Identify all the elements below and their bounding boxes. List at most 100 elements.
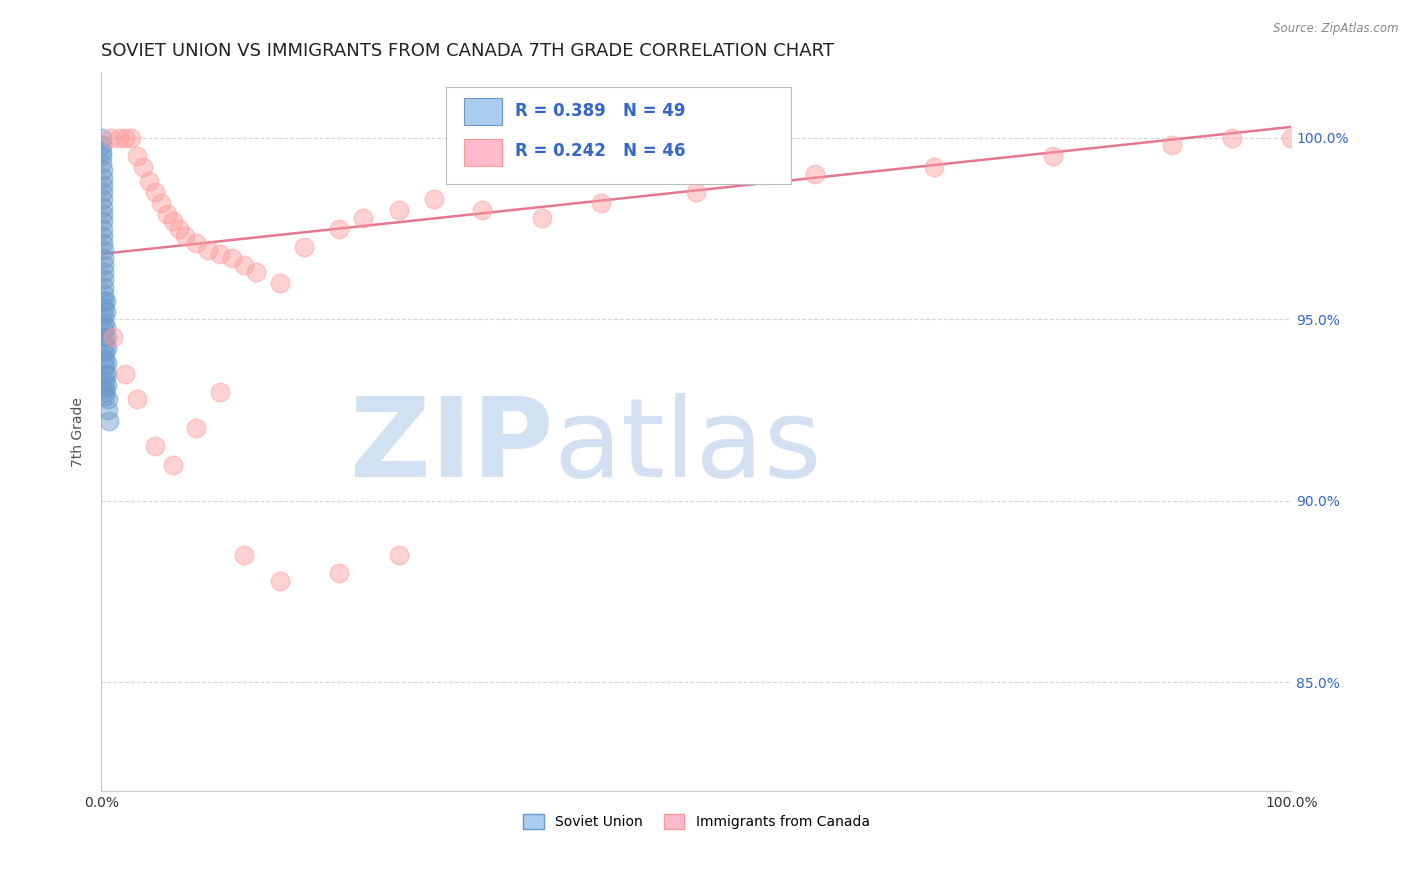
Point xyxy=(91,186,114,200)
Point xyxy=(292,240,315,254)
Point xyxy=(93,244,115,258)
Point xyxy=(94,367,117,381)
Point xyxy=(233,549,256,563)
Point xyxy=(96,330,118,344)
Text: R = 0.389   N = 49: R = 0.389 N = 49 xyxy=(516,102,686,120)
Point xyxy=(91,178,114,192)
Point xyxy=(589,196,612,211)
Bar xyxy=(464,97,502,125)
Point xyxy=(125,392,148,407)
Point xyxy=(108,130,131,145)
Point xyxy=(94,359,117,374)
Point xyxy=(328,566,350,581)
Point xyxy=(471,203,494,218)
Point xyxy=(93,294,115,309)
Point xyxy=(97,392,120,407)
Point xyxy=(91,130,114,145)
Text: SOVIET UNION VS IMMIGRANTS FROM CANADA 7TH GRADE CORRELATION CHART: SOVIET UNION VS IMMIGRANTS FROM CANADA 7… xyxy=(101,42,834,60)
Point xyxy=(1279,130,1302,145)
Point xyxy=(94,337,117,351)
Point xyxy=(269,574,291,588)
Point xyxy=(94,330,117,344)
Point xyxy=(91,163,114,178)
Point xyxy=(91,145,114,160)
Point xyxy=(94,381,117,395)
Point xyxy=(91,193,114,207)
Point xyxy=(93,272,115,286)
Point xyxy=(91,170,114,185)
Point xyxy=(149,196,172,211)
FancyBboxPatch shape xyxy=(446,87,792,184)
Text: Source: ZipAtlas.com: Source: ZipAtlas.com xyxy=(1274,22,1399,36)
Point xyxy=(924,160,946,174)
Point xyxy=(91,235,114,250)
Point xyxy=(162,458,184,472)
Point xyxy=(93,309,115,323)
Point xyxy=(91,149,114,163)
Point xyxy=(96,342,118,356)
Point xyxy=(93,301,115,316)
Point xyxy=(685,186,707,200)
Point xyxy=(91,138,114,153)
Point xyxy=(352,211,374,225)
Point xyxy=(245,265,267,279)
Point xyxy=(388,549,411,563)
Point xyxy=(97,414,120,428)
Point xyxy=(328,221,350,235)
Point xyxy=(269,276,291,290)
Point xyxy=(125,149,148,163)
Point xyxy=(530,211,553,225)
Point xyxy=(91,228,114,243)
Point xyxy=(388,203,411,218)
Point xyxy=(114,367,136,381)
Point xyxy=(100,130,122,145)
Point xyxy=(96,356,118,370)
Point xyxy=(94,352,117,367)
Text: atlas: atlas xyxy=(554,392,823,500)
Point xyxy=(221,251,243,265)
Point xyxy=(91,156,114,170)
Point xyxy=(94,345,117,359)
Point xyxy=(120,130,142,145)
Point xyxy=(93,251,115,265)
Legend: Soviet Union, Immigrants from Canada: Soviet Union, Immigrants from Canada xyxy=(517,809,875,835)
Point xyxy=(804,167,827,181)
Point xyxy=(233,258,256,272)
Point xyxy=(209,384,232,399)
Point xyxy=(138,174,160,188)
Point xyxy=(167,221,190,235)
Point xyxy=(94,374,117,388)
Point xyxy=(94,384,117,399)
Point xyxy=(93,265,115,279)
Point xyxy=(143,186,166,200)
Point xyxy=(197,244,219,258)
Point xyxy=(156,207,179,221)
Point xyxy=(96,367,118,381)
Point xyxy=(1042,149,1064,163)
Point xyxy=(97,403,120,417)
Point xyxy=(1220,130,1243,145)
Point xyxy=(94,305,117,319)
Bar xyxy=(464,138,502,166)
Point xyxy=(114,130,136,145)
Point xyxy=(91,214,114,228)
Y-axis label: 7th Grade: 7th Grade xyxy=(72,397,86,467)
Point xyxy=(162,214,184,228)
Point xyxy=(423,193,446,207)
Point xyxy=(1161,138,1184,153)
Point xyxy=(101,330,124,344)
Point xyxy=(94,388,117,402)
Point xyxy=(91,207,114,221)
Point xyxy=(93,279,115,293)
Point xyxy=(143,439,166,453)
Point xyxy=(186,421,208,435)
Point xyxy=(94,294,117,309)
Point xyxy=(186,235,208,250)
Point xyxy=(93,286,115,301)
Point xyxy=(93,258,115,272)
Point xyxy=(93,316,115,330)
Text: R = 0.242   N = 46: R = 0.242 N = 46 xyxy=(516,143,686,161)
Text: ZIP: ZIP xyxy=(350,392,554,500)
Point xyxy=(132,160,155,174)
Point xyxy=(91,200,114,214)
